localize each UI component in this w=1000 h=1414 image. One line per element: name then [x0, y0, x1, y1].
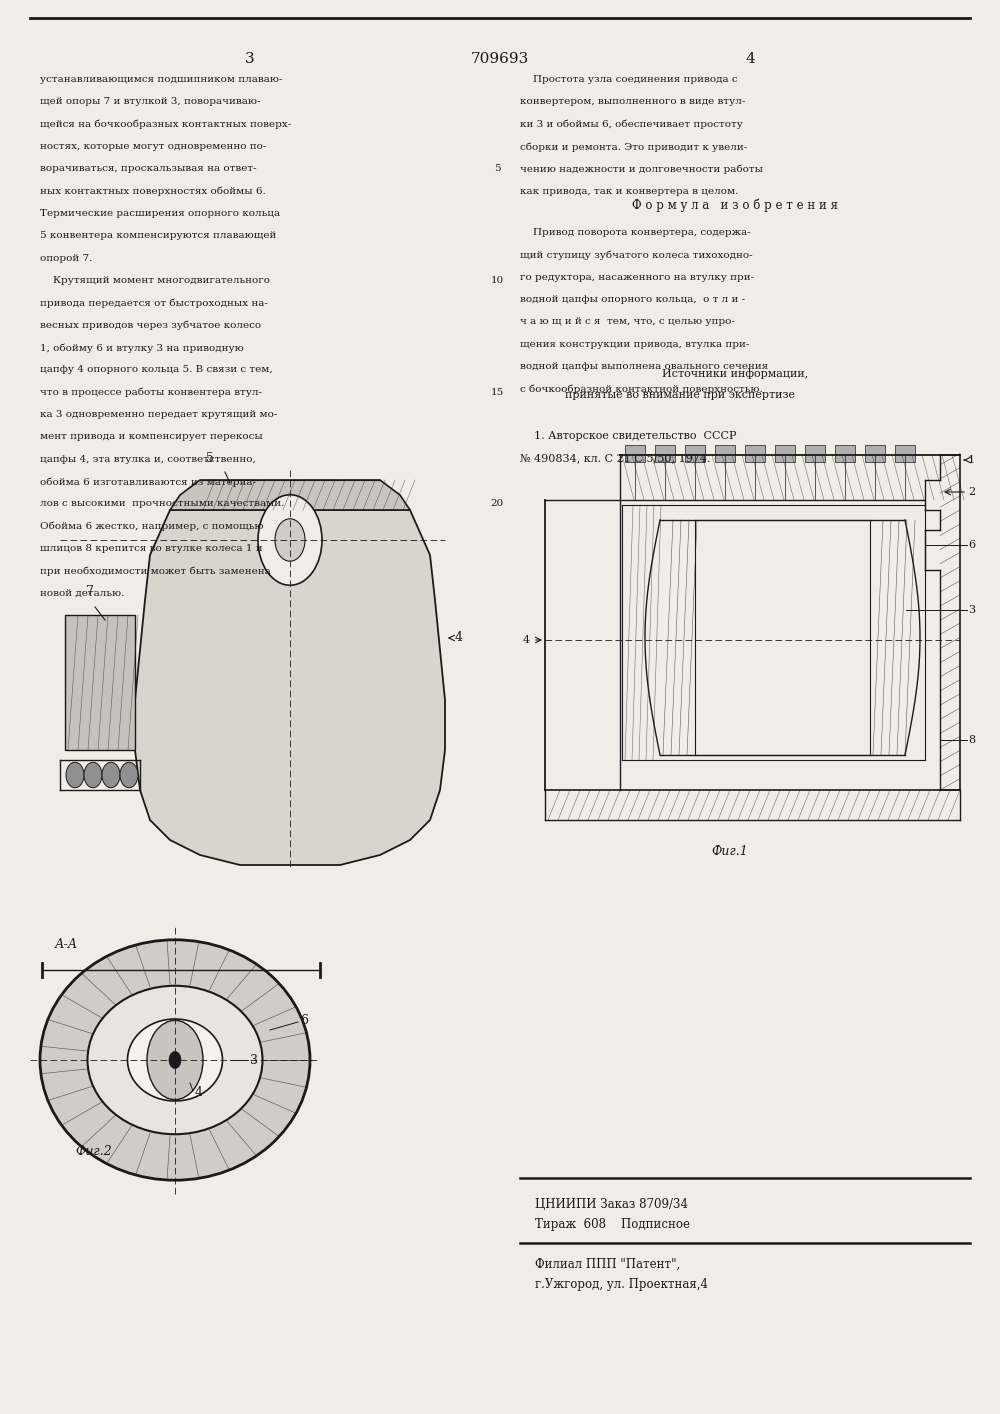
Bar: [625, 445, 645, 462]
Circle shape: [102, 762, 120, 788]
Text: щей опоры 7 и втулкой 3, поворачиваю-: щей опоры 7 и втулкой 3, поворачиваю-: [40, 98, 260, 106]
Text: 1: 1: [968, 455, 975, 465]
Text: 4: 4: [455, 632, 463, 645]
Text: 4: 4: [745, 52, 755, 66]
Text: 2: 2: [968, 486, 975, 496]
Text: 8: 8: [968, 735, 975, 745]
Text: Филиал ППП "Патент",: Филиал ППП "Патент",: [535, 1258, 680, 1271]
Text: щейся на бочкообразных контактных поверх-: щейся на бочкообразных контактных поверх…: [40, 120, 291, 129]
Text: ЦНИИПИ Заказ 8709/34: ЦНИИПИ Заказ 8709/34: [535, 1198, 688, 1210]
Text: лов с высокими  прочностными качествами.: лов с высокими прочностными качествами.: [40, 499, 284, 509]
Bar: [775, 445, 795, 462]
Text: шлицов 8 крепится во втулке колеса 1 и: шлицов 8 крепится во втулке колеса 1 и: [40, 544, 263, 553]
Text: 20: 20: [490, 499, 504, 509]
Text: 5 конвентера компенсируются плавающей: 5 конвентера компенсируются плавающей: [40, 232, 276, 240]
Text: Термические расширения опорного кольца: Термические расширения опорного кольца: [40, 209, 280, 218]
Text: 6: 6: [968, 540, 975, 550]
Ellipse shape: [88, 986, 262, 1134]
Text: ных контактных поверхностях обоймы 6.: ных контактных поверхностях обоймы 6.: [40, 187, 266, 197]
Text: 1, обойму 6 и втулку 3 на приводную: 1, обойму 6 и втулку 3 на приводную: [40, 344, 244, 352]
Bar: [685, 445, 705, 462]
Text: Источники информации,: Источники информации,: [662, 368, 808, 379]
Text: 6: 6: [300, 1014, 308, 1027]
Polygon shape: [135, 510, 445, 865]
Text: Крутящий момент многодвигательного: Крутящий момент многодвигательного: [40, 276, 270, 286]
Text: цапфу 4 опорного кольца 5. В связи с тем,: цапфу 4 опорного кольца 5. В связи с тем…: [40, 365, 273, 375]
Text: 7: 7: [86, 585, 94, 598]
Text: как привода, так и конвертера в целом.: как привода, так и конвертера в целом.: [520, 187, 738, 195]
Text: Тираж  608    Подписное: Тираж 608 Подписное: [535, 1217, 690, 1232]
Text: с бочкообразной контактной поверхностью.: с бочкообразной контактной поверхностью.: [520, 385, 763, 395]
Text: А-А: А-А: [55, 939, 78, 952]
Text: 3: 3: [968, 605, 975, 615]
Text: конвертером, выполненного в виде втул-: конвертером, выполненного в виде втул-: [520, 98, 745, 106]
Bar: [805, 445, 825, 462]
Text: принятые во внимание при экспертизе: принятые во внимание при экспертизе: [565, 390, 795, 400]
Text: новой деталью.: новой деталью.: [40, 588, 124, 598]
Text: 3: 3: [245, 52, 255, 66]
Text: сборки и ремонта. Это приводит к увели-: сборки и ремонта. Это приводит к увели-: [520, 141, 747, 151]
Text: Ф о р м у л а   и з о б р е т е н и я: Ф о р м у л а и з о б р е т е н и я: [632, 198, 838, 212]
Bar: [715, 445, 735, 462]
Bar: [655, 445, 675, 462]
Text: весных приводов через зубчатое колесо: весных приводов через зубчатое колесо: [40, 321, 261, 331]
Text: цапфы 4, эта втулка и, соответственно,: цапфы 4, эта втулка и, соответственно,: [40, 455, 256, 464]
Circle shape: [275, 519, 305, 561]
Text: водной цапфы выполнена овального сечения: водной цапфы выполнена овального сечения: [520, 362, 768, 370]
Text: Фиг.2: Фиг.2: [75, 1145, 112, 1158]
Bar: [835, 445, 855, 462]
Ellipse shape: [128, 1019, 222, 1102]
Text: опорой 7.: опорой 7.: [40, 253, 92, 263]
Circle shape: [120, 762, 138, 788]
Text: 10: 10: [490, 276, 504, 286]
Text: 4: 4: [523, 635, 530, 645]
Circle shape: [147, 1021, 203, 1100]
Circle shape: [258, 495, 322, 585]
Circle shape: [169, 1052, 181, 1069]
Text: ворачиваться, проскальзывая на ответ-: ворачиваться, проскальзывая на ответ-: [40, 164, 257, 174]
Text: устанавливающимся подшипником плаваю-: устанавливающимся подшипником плаваю-: [40, 75, 283, 83]
Text: что в процессе работы конвентера втул-: что в процессе работы конвентера втул-: [40, 387, 262, 397]
Polygon shape: [170, 479, 410, 510]
Text: Простота узла соединения привода с: Простота узла соединения привода с: [520, 75, 738, 83]
Text: чению надежности и долговечности работы: чению надежности и долговечности работы: [520, 164, 763, 174]
Text: щий ступицу зубчатого колеса тихоходно-: щий ступицу зубчатого колеса тихоходно-: [520, 250, 753, 260]
Text: Привод поворота конвертера, содержа-: Привод поворота конвертера, содержа-: [520, 228, 751, 238]
Circle shape: [66, 762, 84, 788]
Bar: [745, 445, 765, 462]
Text: Фиг.1: Фиг.1: [712, 846, 748, 858]
Text: № 490834, кл. С 21 С 5/50, 1974.: № 490834, кл. С 21 С 5/50, 1974.: [520, 452, 710, 462]
Text: 709693: 709693: [471, 52, 529, 66]
Text: 4: 4: [195, 1086, 203, 1100]
Text: 1. Авторское свидетельство  СССР: 1. Авторское свидетельство СССР: [520, 430, 736, 441]
Bar: [895, 445, 915, 462]
Text: водной цапфы опорного кольца,  о т л и -: водной цапфы опорного кольца, о т л и -: [520, 296, 745, 304]
Text: 5: 5: [206, 452, 214, 465]
Text: 3: 3: [250, 1053, 258, 1066]
Text: ки 3 и обоймы 6, обеспечивает простоту: ки 3 и обоймы 6, обеспечивает простоту: [520, 120, 743, 129]
Text: обойма 6 изготавливаются из материа-: обойма 6 изготавливаются из материа-: [40, 477, 256, 486]
Text: ностях, которые могут одновременно по-: ностях, которые могут одновременно по-: [40, 141, 266, 151]
Polygon shape: [65, 615, 135, 749]
Text: го редуктора, насаженного на втулку при-: го редуктора, насаженного на втулку при-: [520, 273, 754, 281]
Text: Обойма 6 жестко, например, с помощью: Обойма 6 жестко, например, с помощью: [40, 522, 264, 532]
Text: щения конструкции привода, втулка при-: щения конструкции привода, втулка при-: [520, 339, 749, 349]
Bar: [865, 445, 885, 462]
Circle shape: [84, 762, 102, 788]
Text: 15: 15: [490, 387, 504, 397]
Text: ка 3 одновременно передает крутящий мо-: ка 3 одновременно передает крутящий мо-: [40, 410, 277, 419]
Text: при необходимости может быть заменена: при необходимости может быть заменена: [40, 567, 271, 575]
Ellipse shape: [40, 940, 310, 1181]
Text: привода передается от быстроходных на-: привода передается от быстроходных на-: [40, 298, 268, 308]
Text: 5: 5: [494, 164, 500, 174]
Text: ч а ю щ и й с я  тем, что, с целью упро-: ч а ю щ и й с я тем, что, с целью упро-: [520, 317, 735, 327]
Text: мент привода и компенсирует перекосы: мент привода и компенсирует перекосы: [40, 433, 263, 441]
Text: г.Ужгород, ул. Проектная,4: г.Ужгород, ул. Проектная,4: [535, 1278, 708, 1291]
